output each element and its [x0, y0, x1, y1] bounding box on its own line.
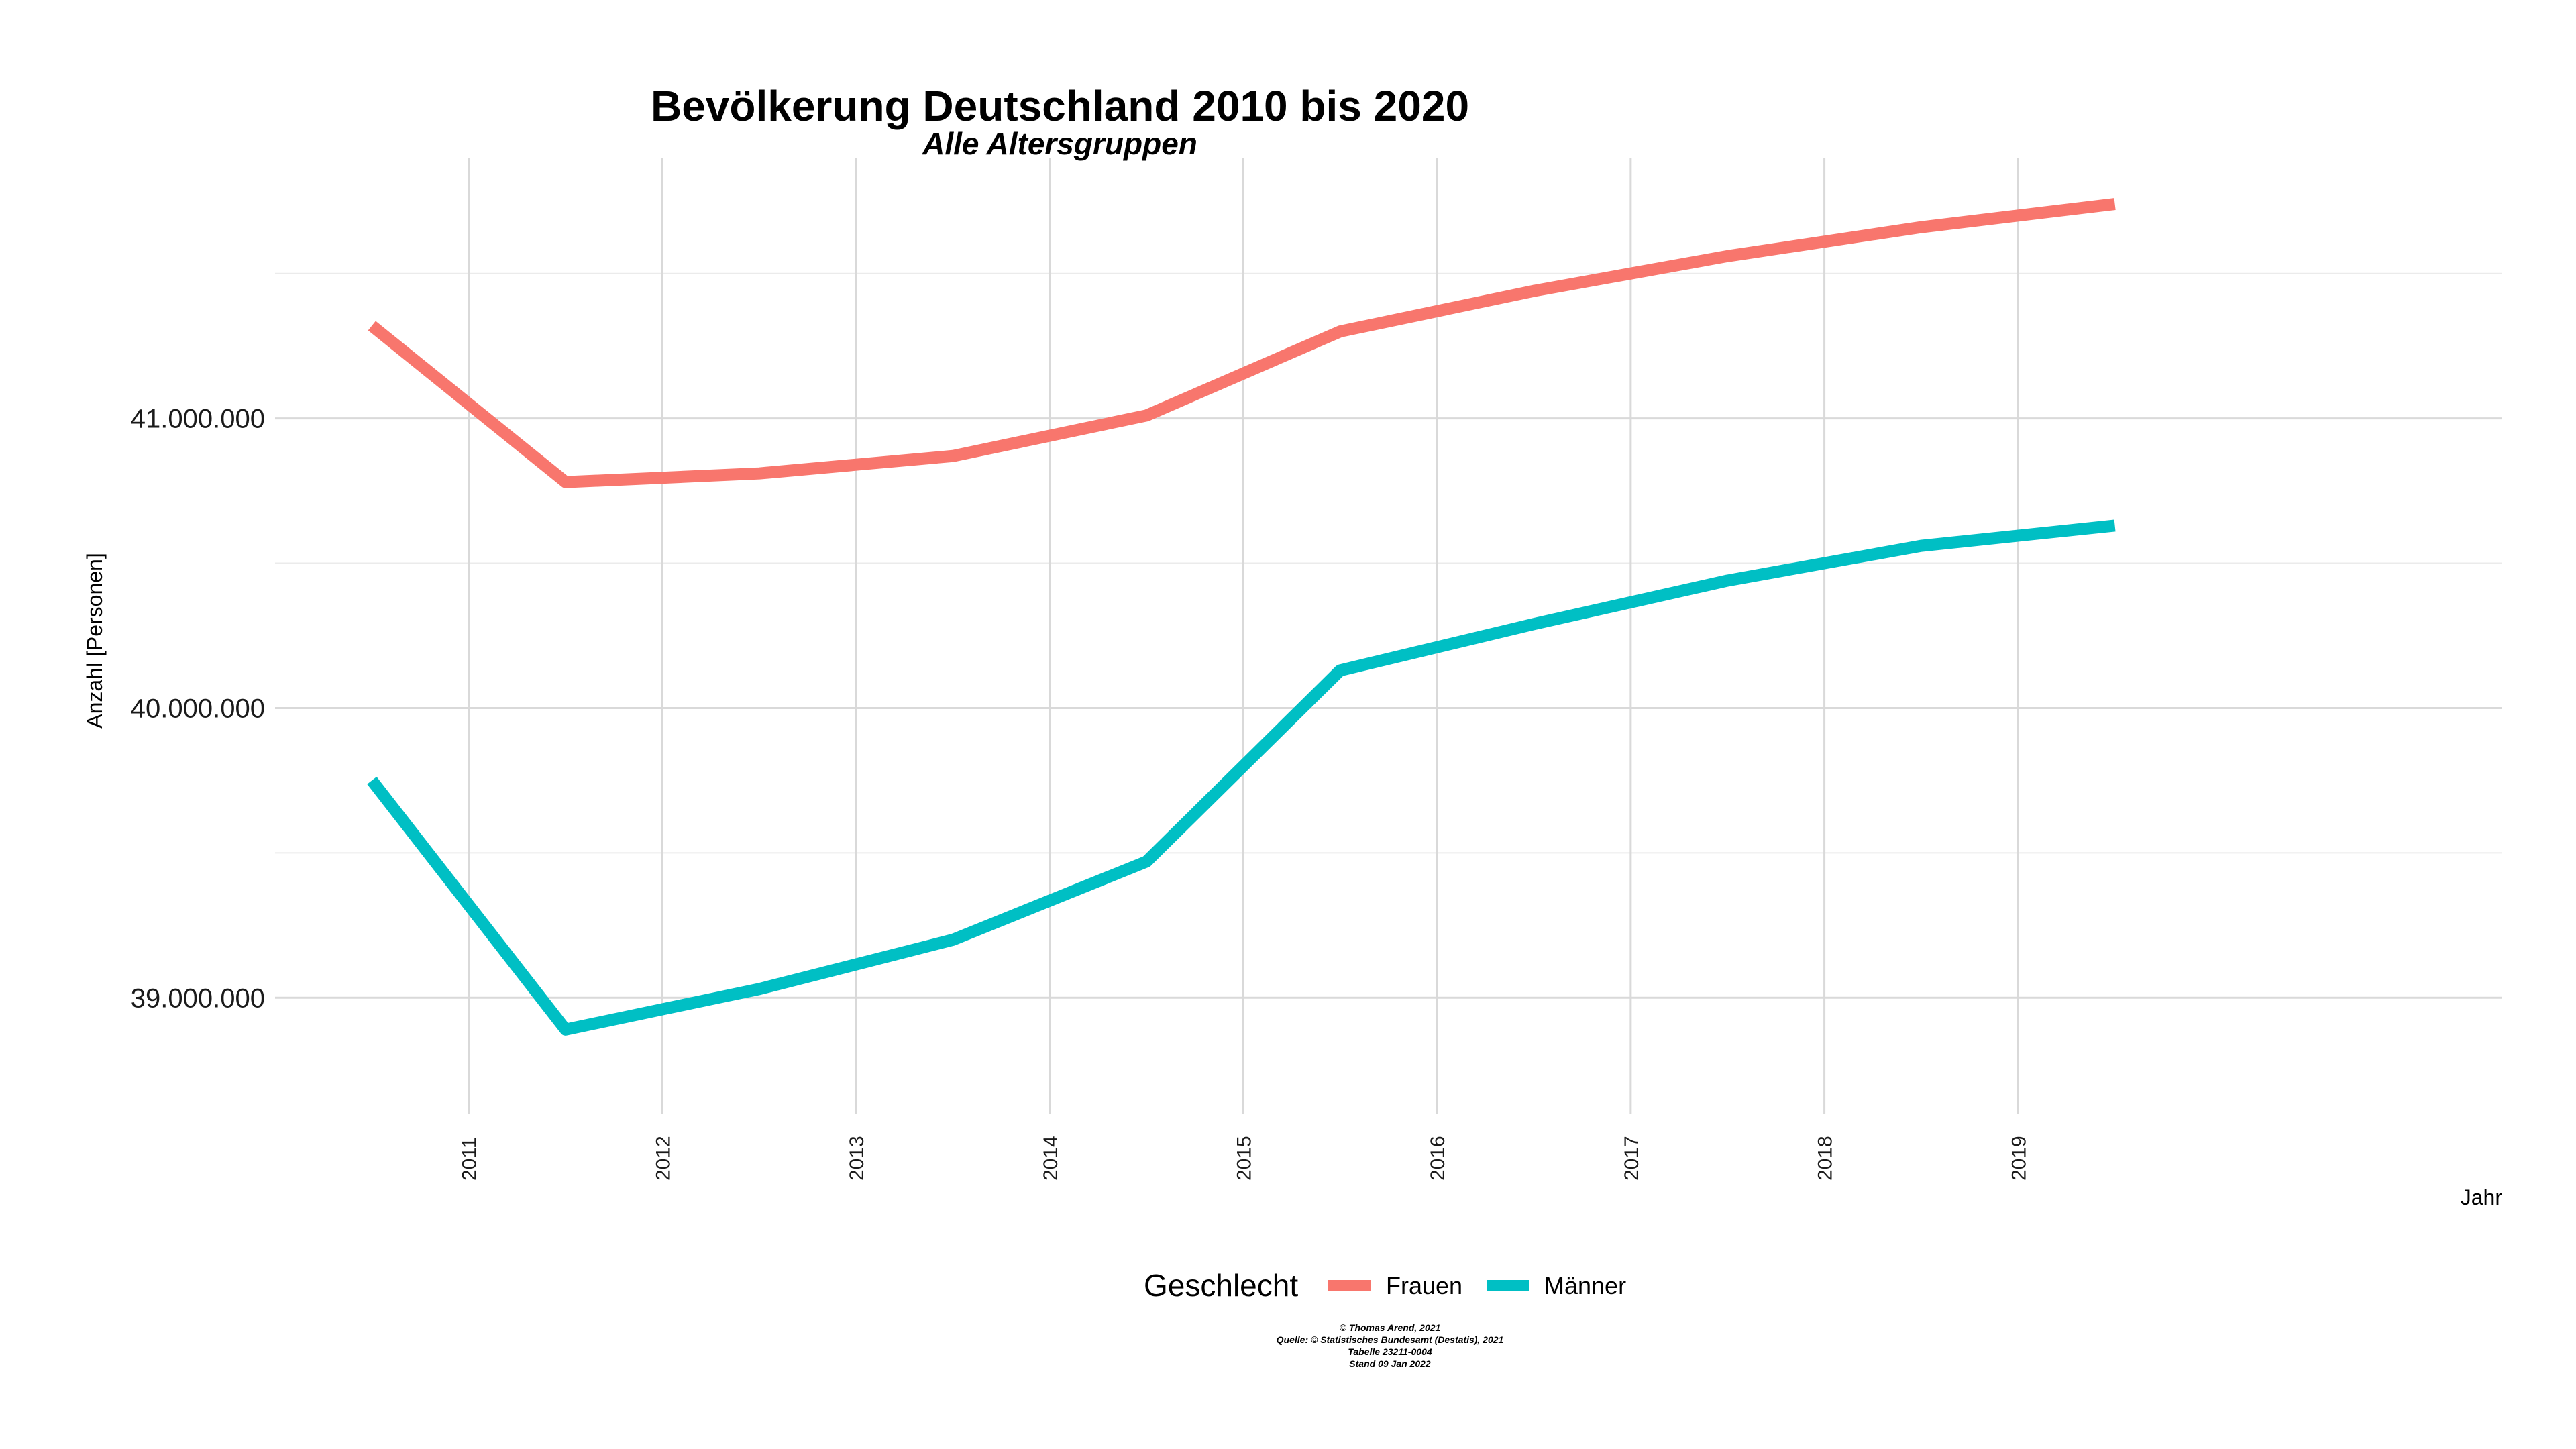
caption-line-2: Quelle: © Statistisches Bundesamt (Desta…	[1277, 1334, 1504, 1345]
series-lines	[367, 198, 2116, 1036]
grid-lines	[275, 158, 2502, 1114]
caption: © Thomas Arend, 2021 Quelle: © Statistis…	[1277, 1322, 1504, 1369]
chart-title: Bevölkerung Deutschland 2010 bis 2020	[651, 82, 1469, 130]
x-tick-label: 2019	[2008, 1136, 2030, 1181]
x-tick-label: 2017	[1621, 1136, 1643, 1181]
x-tick-label: 2016	[1427, 1136, 1449, 1181]
legend-title: Geschlecht	[1144, 1268, 1298, 1303]
x-tick-label: 2018	[1815, 1136, 1837, 1181]
legend-label-maenner: Männer	[1544, 1272, 1626, 1299]
y-tick-label: 40.000.000	[131, 694, 265, 723]
series-line-frauen	[368, 198, 2116, 488]
x-tick-label: 2012	[652, 1136, 674, 1181]
y-axis-label: Anzahl [Personen]	[83, 553, 107, 729]
x-tick-label: 2015	[1233, 1136, 1255, 1181]
y-tick-label: 41.000.000	[131, 405, 265, 434]
y-axis-ticks: 39.000.000 40.000.000 41.000.000	[131, 405, 265, 1014]
x-tick-label: 2013	[846, 1136, 868, 1181]
x-axis-label: Jahr	[2461, 1185, 2503, 1210]
y-tick-label: 39.000.000	[131, 983, 265, 1013]
chart-subtitle: Alle Altersgruppen	[922, 126, 1197, 161]
x-axis-ticks: 2011 2012 2013 2014 2015 2016 2017 2018 2019	[459, 1136, 2031, 1181]
caption-line-1: © Thomas Arend, 2021	[1340, 1322, 1441, 1333]
caption-line-3: Tabelle 23211-0004	[1348, 1346, 1432, 1357]
legend-label-frauen: Frauen	[1386, 1272, 1462, 1299]
x-tick-label: 2014	[1040, 1136, 1062, 1181]
caption-line-4: Stand 09 Jan 2022	[1349, 1358, 1431, 1369]
legend: Geschlecht Frauen Männer	[1144, 1268, 1626, 1303]
x-tick-label: 2011	[459, 1137, 481, 1181]
series-line-mnner	[367, 519, 2116, 1036]
